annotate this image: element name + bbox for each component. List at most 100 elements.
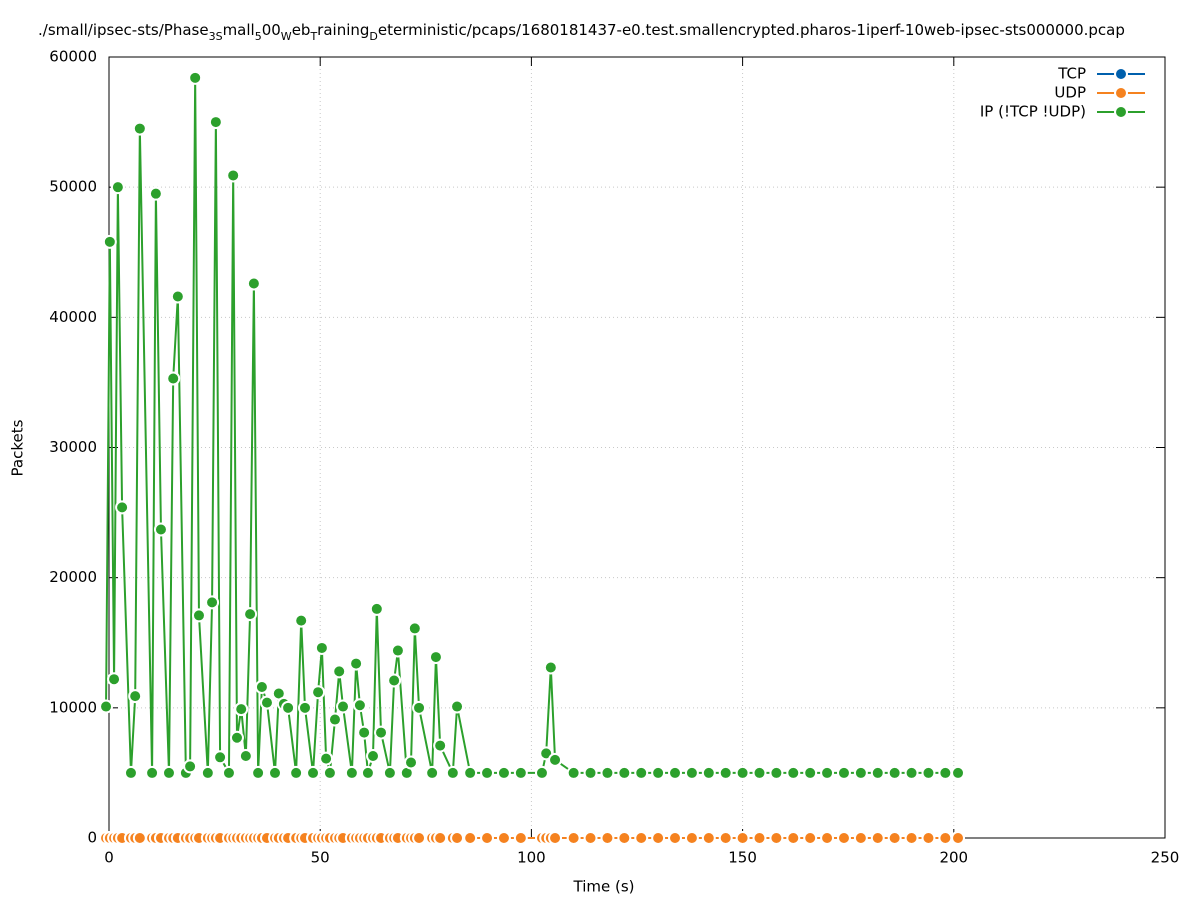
legend-label: IP (!TCP !UDP) [980,103,1086,121]
y-tick-label: 30000 [49,438,97,456]
data-point [387,673,402,688]
data-point [123,765,138,780]
data-point [786,831,801,845]
data-point [583,765,598,780]
data-point [229,730,244,745]
data-point [259,695,274,710]
data-point [433,831,448,845]
data-point [735,765,750,780]
data-point [543,660,558,675]
data-point [803,831,818,845]
data-point [853,765,868,780]
data-point [651,765,666,780]
data-point [254,680,269,695]
data-point [450,831,465,845]
y-tick-label: 0 [87,829,97,847]
data-point [938,765,953,780]
x-axis-label: Time (s) [573,878,635,896]
data-point [166,371,181,386]
title-part: eb [292,21,311,39]
data-point [205,595,220,610]
data-point [951,831,966,845]
title-part: 00 [262,21,281,39]
data-point [161,765,176,780]
data-point [357,725,372,740]
data-point [306,765,321,780]
data-point [208,115,223,130]
y-tick-label: 10000 [49,698,97,716]
data-point [634,831,649,845]
data-point [566,831,581,845]
data-point [463,831,478,845]
title-part: mall [223,21,255,39]
title-part: ./small/ipsec-sts/Phase [38,21,209,39]
x-tick-label: 150 [728,849,757,867]
data-point [390,643,405,658]
data-point [634,765,649,780]
data-point [132,121,147,136]
data-point [226,168,241,183]
data-point [327,712,342,727]
data-point [336,699,351,714]
data-point [921,765,936,780]
y-tick-label: 40000 [49,308,97,326]
x-tick-label: 250 [1151,849,1180,867]
data-point [887,831,902,845]
data-point [951,765,966,780]
data-point [344,765,359,780]
data-point [352,698,367,713]
data-point [366,748,380,763]
data-point [428,650,443,665]
data-point [251,765,266,780]
data-point [200,765,215,780]
data-point [769,765,784,780]
data-point [684,765,699,780]
data-point [496,765,511,780]
data-point [382,765,397,780]
data-point [684,831,699,845]
data-point [463,765,478,780]
data-point [170,289,185,304]
data-point [820,831,835,845]
data-point [128,689,143,704]
data-point [938,831,953,845]
data-point [853,831,868,845]
data-point [701,831,716,845]
data-point [617,765,632,780]
title-part: W [281,30,292,43]
data-point [191,608,206,623]
data-point [332,664,347,679]
chart-title: ./small/ipsec-sts/Phase3Small500WebTrain… [38,21,1125,43]
data-point [668,831,683,845]
data-point [887,765,902,780]
data-point [322,765,337,780]
data-point [803,765,818,780]
data-point [404,755,419,770]
data-point [107,672,122,687]
legend-marker [1114,105,1128,119]
title-part: 5 [255,30,262,43]
data-point [110,180,125,195]
data-point [297,700,312,715]
data-point [718,831,733,845]
data-point [294,613,309,628]
data-point [221,765,236,780]
data-point [921,831,936,845]
data-point [407,621,422,636]
y-tick-label: 60000 [49,48,97,66]
data-point [735,831,750,845]
data-point [904,765,919,780]
data-point [566,765,581,780]
data-point [513,765,528,780]
data-point [412,700,427,715]
data-point [102,234,117,249]
y-tick-label: 20000 [49,568,97,586]
data-point [513,831,528,845]
data-point [360,765,375,780]
data-point [668,765,683,780]
data-point [213,750,228,765]
data-point [480,765,495,780]
data-point [145,765,160,780]
data-point [480,831,495,845]
data-point [583,831,598,845]
